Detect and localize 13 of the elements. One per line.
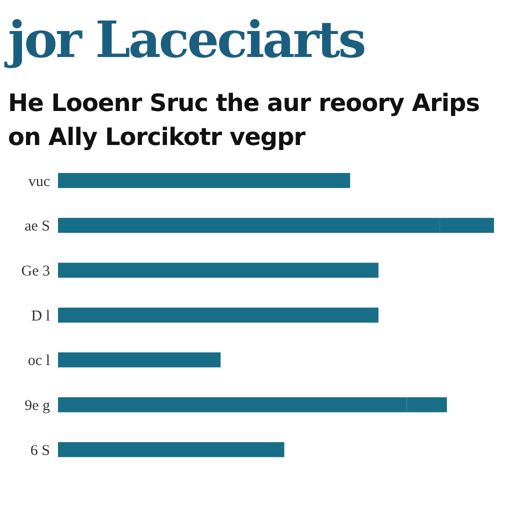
- y-tick-label: oc l: [28, 353, 50, 370]
- bar: [58, 262, 378, 278]
- y-tick-label: D l: [31, 308, 50, 324]
- bar: [58, 308, 378, 323]
- y-tick-label: 9e g: [24, 398, 50, 414]
- chart-subtitle: He Looenr Sruc the aur reoory Arips on Ally Lorcikotr vegpr: [8, 88, 481, 153]
- y-tick-label: Ge 3: [21, 263, 50, 280]
- bar: [58, 173, 350, 188]
- bar: [58, 442, 284, 458]
- y-tick-label: vuc: [28, 174, 50, 190]
- y-tick-label: ae S: [24, 218, 50, 235]
- y-tick-label: 6 S: [30, 442, 50, 459]
- bar: [58, 352, 221, 368]
